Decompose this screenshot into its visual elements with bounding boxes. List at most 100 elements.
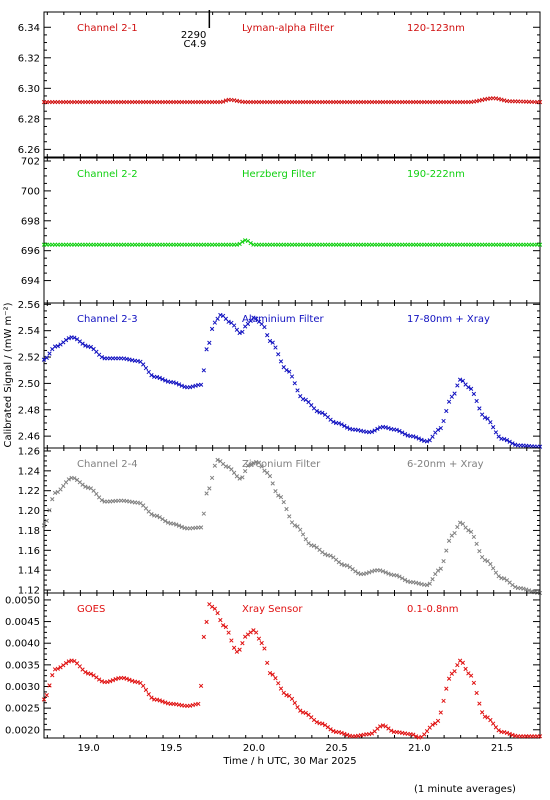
data-point (441, 698, 446, 704)
data-point (504, 438, 510, 443)
data-point (502, 436, 507, 442)
data-point (262, 646, 267, 651)
data-point (99, 354, 105, 360)
chart-panels: 6.26 6.28 6.30 6.32 6.34 Channel 2-1 Lyman-alp… (5, 11, 543, 740)
data-point (265, 470, 270, 475)
channel-name: Channel 2-2 (77, 169, 138, 180)
data-point (507, 439, 512, 444)
data-point (113, 677, 118, 682)
data-point (157, 375, 162, 381)
wavelength-band: 6-20nm + Xray (407, 459, 484, 470)
data-point (441, 558, 446, 564)
data-point (154, 513, 160, 519)
x-axis-tick-labels: 19.0 19.5 20.0 20.5 21.0 21.5 (78, 743, 514, 754)
data-point (240, 329, 245, 335)
y-tick-label: 1.26 (18, 446, 40, 457)
data-point (367, 570, 372, 575)
data-point (149, 695, 154, 700)
data-point (99, 498, 105, 503)
data-point (311, 543, 317, 548)
data-point (419, 437, 424, 442)
data-point (254, 630, 259, 635)
data-point (389, 728, 394, 733)
data-point (179, 524, 184, 530)
data-point (342, 731, 347, 737)
data-point (444, 686, 449, 691)
data-series (41, 238, 543, 247)
data-point (328, 553, 333, 558)
data-point (510, 582, 515, 588)
data-point (63, 337, 69, 343)
data-point (383, 425, 388, 430)
data-series (41, 312, 543, 449)
data-point (44, 518, 49, 523)
data-point (276, 681, 281, 686)
data-point (369, 429, 375, 434)
wavelength-band: 0.1-0.8nm (407, 604, 459, 615)
data-point (237, 476, 242, 481)
y-tick-label: 2.46 (18, 432, 40, 443)
data-point (460, 378, 465, 383)
data-point (289, 696, 295, 702)
data-point (455, 383, 460, 388)
y-tick-label: 0.0020 (5, 725, 40, 736)
panel-2: 694 696 698 700 702 Channel 2-2 Herzberg Filte… (21, 156, 543, 304)
data-point (176, 523, 182, 528)
y-tick-label: 1.20 (18, 506, 40, 517)
data-point (452, 669, 457, 674)
data-point (292, 381, 297, 386)
x-tick-label: 19.0 (78, 743, 100, 754)
y-tick-label: 2.48 (18, 405, 40, 416)
data-point (328, 727, 333, 732)
data-point (344, 732, 350, 738)
data-point (380, 569, 386, 574)
data-point (435, 568, 441, 573)
data-point (331, 419, 336, 425)
data-point (143, 687, 149, 693)
data-point (322, 552, 328, 557)
y-tick-label: 0.0050 (5, 595, 40, 606)
data-point (127, 677, 132, 682)
data-point (446, 399, 452, 404)
data-point (438, 425, 443, 431)
y-tick-label: 6.30 (18, 84, 40, 95)
data-point (99, 679, 105, 684)
data-point (513, 584, 518, 590)
data-point (80, 482, 85, 487)
data-point (433, 571, 438, 577)
data-point (154, 374, 160, 380)
data-point (226, 630, 231, 635)
data-point (380, 723, 386, 728)
data-point (524, 587, 529, 592)
data-point (466, 528, 471, 533)
x-tick-label: 20.5 (326, 743, 348, 754)
data-point (229, 638, 234, 643)
data-point (386, 571, 391, 576)
data-point (251, 315, 256, 320)
data-point (80, 341, 85, 346)
data-point (207, 340, 212, 345)
data-point (248, 462, 253, 467)
data-point (491, 566, 496, 571)
data-point (215, 316, 220, 321)
data-point (474, 690, 479, 696)
data-point (510, 732, 515, 738)
data-point (135, 679, 140, 685)
data-point (88, 671, 93, 677)
data-point (251, 461, 256, 466)
data-point (204, 347, 209, 352)
data-point (402, 431, 408, 437)
data-point (320, 721, 325, 726)
data-point (278, 494, 284, 500)
data-point (422, 732, 427, 737)
y-tick-label: 696 (21, 246, 40, 257)
data-point (400, 576, 405, 581)
data-point (50, 497, 55, 502)
data-point (502, 576, 507, 581)
data-point (55, 343, 60, 349)
data-point (96, 677, 102, 682)
flare-label: C4.9 (183, 39, 206, 50)
data-point (237, 647, 242, 652)
